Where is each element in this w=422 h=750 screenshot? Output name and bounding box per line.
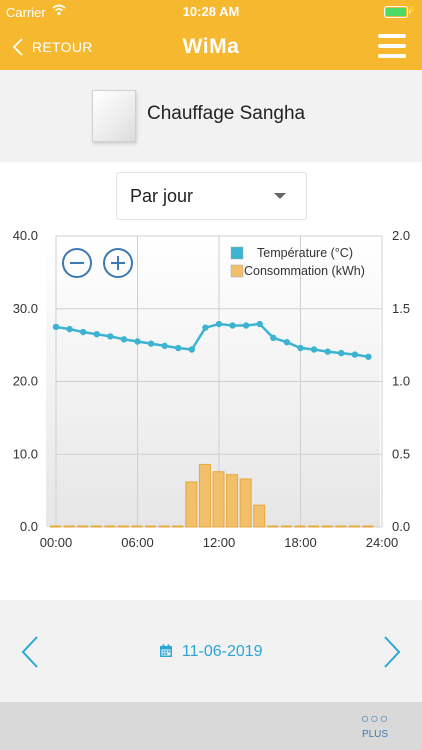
temperature-point — [297, 344, 304, 352]
period-dropdown-value: Par jour — [130, 186, 194, 206]
back-label: RETOUR — [32, 39, 93, 55]
temperature-point — [120, 336, 128, 343]
device-name: Chauffage Sangha — [147, 103, 306, 124]
consumption-chart: 0.0 10.0 20.0 30.0 40.0 0.0 0.5 1.0 1.5 2.0 00:0… — [13, 228, 410, 550]
temperature-point — [338, 349, 345, 357]
legend-temperature-swatch — [230, 246, 244, 260]
x-tick-label: 06:00 — [121, 535, 154, 550]
battery-icon — [384, 6, 411, 18]
more-dots-icon: ○○○ — [360, 710, 390, 726]
date-navigation: 11-06-2019 — [0, 600, 422, 702]
charging-icon: ⚡ — [405, 5, 418, 16]
more-label: PLUS — [361, 729, 389, 740]
temperature-point — [188, 346, 196, 353]
y-right-tick-label: 1.5 — [392, 301, 410, 316]
temperature-point — [283, 339, 291, 346]
legend-consumption-swatch — [230, 264, 244, 278]
consumption-bar — [198, 463, 211, 528]
x-tick-label: 12:00 — [203, 535, 236, 550]
consumption-bar — [212, 471, 225, 528]
y-right-tick-label: 0.0 — [392, 519, 410, 534]
temperature-point — [229, 322, 236, 329]
next-day-arrow-icon[interactable] — [382, 635, 402, 669]
y-left-tick-label: 30.0 — [13, 301, 38, 316]
device-header: Chauffage Sangha — [0, 70, 422, 162]
temperature-point — [175, 344, 182, 352]
hamburger-menu-icon[interactable] — [378, 34, 406, 58]
consumption-bar — [253, 504, 266, 528]
y-left-tick-label: 40.0 — [13, 228, 38, 243]
temperature-point — [270, 334, 277, 342]
zoom-in-button[interactable] — [103, 248, 133, 278]
temperature-point — [107, 333, 114, 340]
app-title: WiMa — [182, 35, 240, 58]
temperature-point — [365, 353, 372, 360]
y-right-tick-label: 1.0 — [392, 374, 410, 389]
temperature-point — [215, 320, 223, 328]
legend-consumption-label: Consommation (kWh) — [244, 264, 365, 278]
y-left-tick-label: 10.0 — [13, 446, 38, 461]
temperature-point — [147, 340, 155, 347]
temperature-point — [324, 348, 331, 355]
x-tick-label: 00:00 — [40, 535, 73, 550]
temperature-point — [242, 322, 250, 329]
nav-bar: RETOUR WiMa — [0, 24, 422, 70]
carrier-label: Carrier — [6, 5, 46, 20]
temperature-point — [79, 328, 87, 336]
temperature-point — [256, 320, 263, 328]
consumption-bar — [185, 481, 198, 528]
temperature-point — [310, 346, 318, 353]
temperature-point — [52, 323, 60, 331]
y-axis-right-labels: 0.0 0.5 1.0 1.5 2.0 — [392, 228, 410, 534]
temperature-point — [93, 331, 100, 338]
chart-legend: Température (°C) Consommation (kWh) — [230, 246, 365, 278]
consumption-bars — [50, 463, 374, 528]
y-left-tick-label: 0.0 — [20, 519, 38, 534]
status-bar: Carrier 10:28 AM ⚡ — [0, 0, 422, 24]
previous-day-arrow-icon[interactable] — [20, 635, 40, 669]
temperature-point — [202, 324, 209, 331]
caret-down-icon — [274, 193, 286, 199]
status-time: 10:28 AM — [182, 4, 240, 19]
temperature-line — [52, 320, 372, 360]
chevron-left-icon — [12, 38, 23, 56]
x-axis-labels: 00:00 06:00 12:00 18:00 24:00 — [40, 535, 399, 550]
legend-temperature-label: Température (°C) — [257, 246, 353, 260]
consumption-bar — [226, 474, 239, 528]
x-tick-label: 24:00 — [366, 535, 399, 550]
temperature-point — [66, 325, 73, 333]
back-button[interactable]: RETOUR — [12, 34, 93, 60]
y-right-tick-label: 0.5 — [392, 446, 410, 461]
y-right-tick-label: 2.0 — [392, 228, 410, 243]
temperature-point — [161, 342, 168, 350]
zoom-out-button[interactable] — [62, 248, 92, 278]
date-picker[interactable]: 11-06-2019 — [0, 643, 422, 661]
bottom-toolbar: ○○○ PLUS — [0, 702, 422, 750]
more-button[interactable]: ○○○ PLUS — [358, 710, 392, 740]
wifi-icon — [52, 3, 66, 20]
temperature-point — [134, 338, 141, 345]
period-dropdown[interactable]: Par jour — [116, 172, 307, 220]
chart-grid — [55, 235, 383, 528]
y-left-tick-label: 20.0 — [13, 374, 38, 389]
temperature-point — [351, 351, 359, 358]
date-value: 11-06-2019 — [181, 643, 263, 660]
radiator-image — [92, 90, 136, 142]
x-tick-label: 18:00 — [284, 535, 317, 550]
y-axis-left-labels: 0.0 10.0 20.0 30.0 40.0 — [13, 228, 38, 534]
consumption-bar — [239, 478, 252, 528]
calendar-icon — [160, 644, 173, 657]
